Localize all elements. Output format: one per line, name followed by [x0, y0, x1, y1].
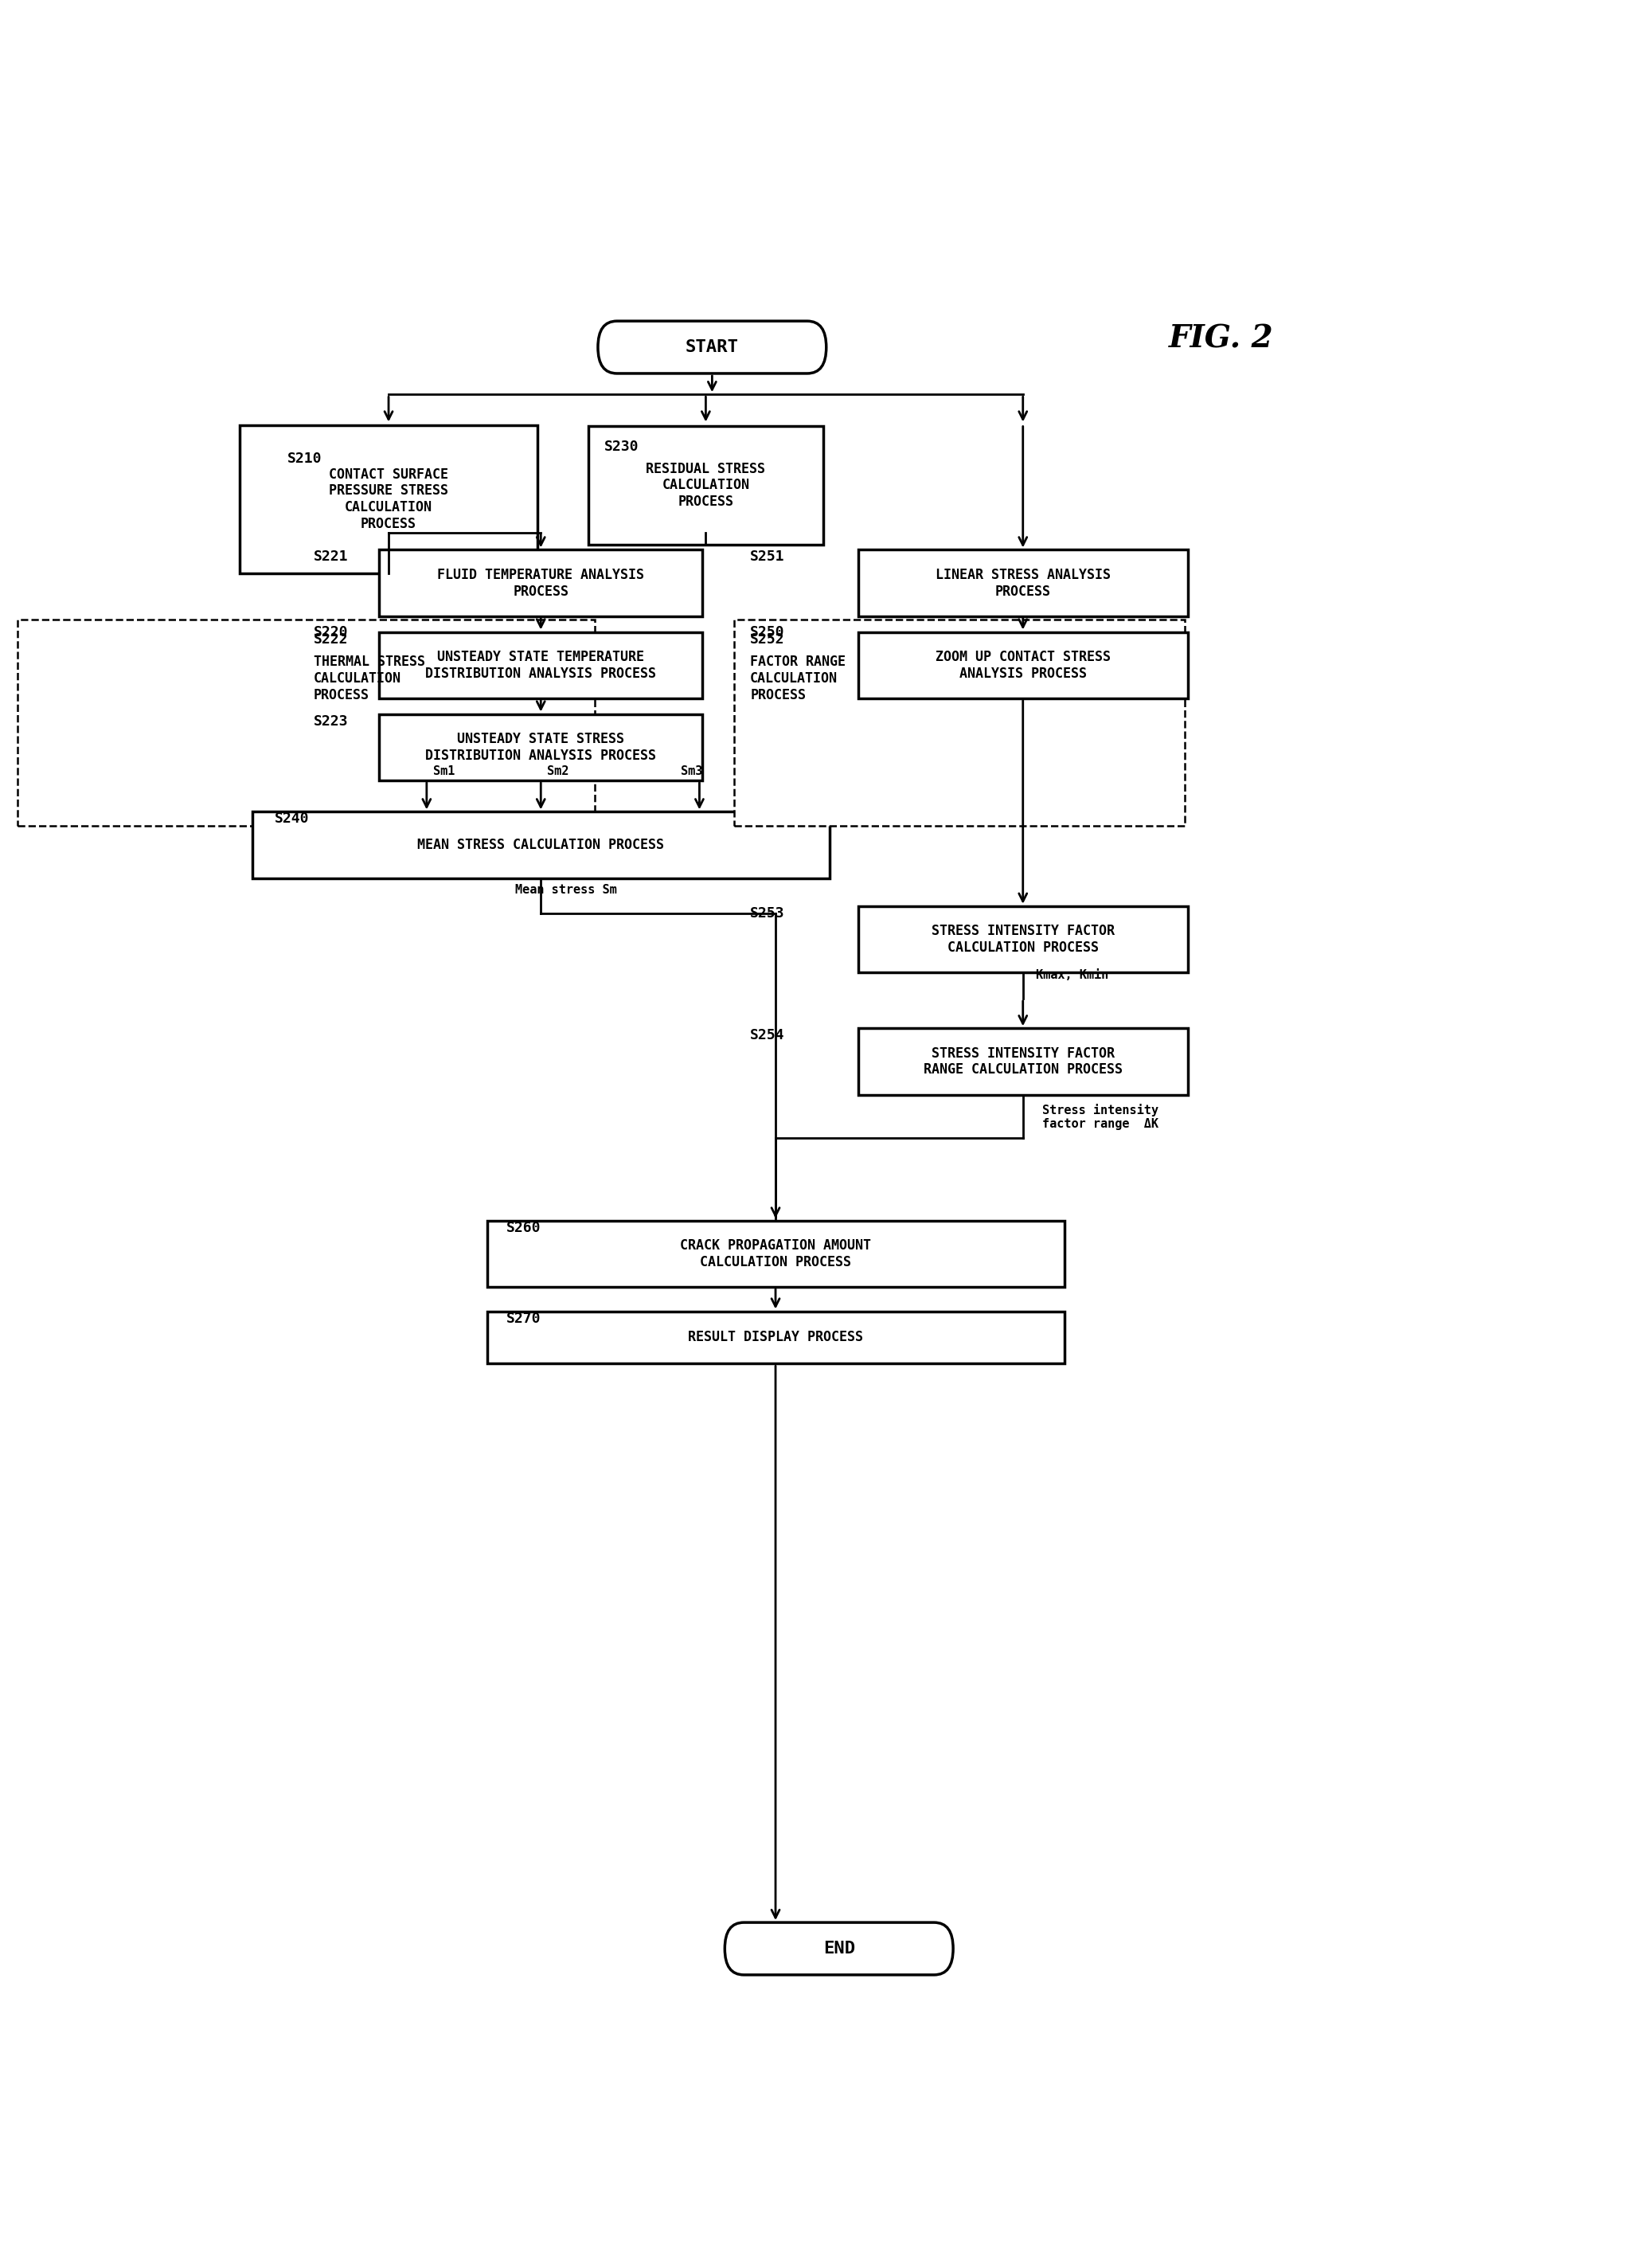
Text: Sm3: Sm3 — [681, 764, 702, 778]
Bar — [486, 1311, 1064, 1363]
Text: START: START — [686, 340, 738, 356]
Text: S253: S253 — [750, 907, 784, 921]
Text: S220: S220 — [314, 626, 349, 640]
Bar — [735, 619, 1185, 826]
Text: Sm2: Sm2 — [547, 764, 570, 778]
Text: Sm1: Sm1 — [432, 764, 455, 778]
Text: Mean stress Sm: Mean stress Sm — [516, 885, 617, 896]
Text: STRESS INTENSITY FACTOR
RANGE CALCULATION PROCESS: STRESS INTENSITY FACTOR RANGE CALCULATIO… — [923, 1046, 1123, 1077]
Text: S230: S230 — [604, 440, 638, 454]
Bar — [18, 619, 594, 826]
Text: FLUID TEMPERATURE ANALYSIS
PROCESS: FLUID TEMPERATURE ANALYSIS PROCESS — [437, 567, 645, 599]
Text: UNSTEADY STATE TEMPERATURE
DISTRIBUTION ANALYSIS PROCESS: UNSTEADY STATE TEMPERATURE DISTRIBUTION … — [426, 649, 656, 680]
Text: UNSTEADY STATE STRESS
DISTRIBUTION ANALYSIS PROCESS: UNSTEADY STATE STRESS DISTRIBUTION ANALY… — [426, 733, 656, 762]
Text: S222: S222 — [314, 633, 349, 646]
Text: S210: S210 — [286, 451, 322, 467]
Bar — [858, 1027, 1188, 1095]
Text: RESULT DISPLAY PROCESS: RESULT DISPLAY PROCESS — [688, 1331, 863, 1345]
Bar — [486, 1220, 1064, 1286]
Text: CONTACT SURFACE
PRESSURE STRESS
CALCULATION
PROCESS: CONTACT SURFACE PRESSURE STRESS CALCULAT… — [329, 467, 449, 531]
Bar — [380, 714, 702, 780]
Text: S240: S240 — [275, 812, 309, 826]
FancyBboxPatch shape — [725, 1923, 953, 1975]
Bar — [858, 907, 1188, 973]
Bar — [380, 549, 702, 617]
Bar — [858, 549, 1188, 617]
Text: S250: S250 — [750, 626, 784, 640]
Text: S260: S260 — [506, 1220, 542, 1234]
Text: ZOOM UP CONTACT STRESS
ANALYSIS PROCESS: ZOOM UP CONTACT STRESS ANALYSIS PROCESS — [935, 649, 1110, 680]
Text: S270: S270 — [506, 1311, 542, 1325]
Bar — [239, 424, 537, 574]
Text: THERMAL STRESS
CALCULATION
PROCESS: THERMAL STRESS CALCULATION PROCESS — [314, 655, 426, 703]
Text: S254: S254 — [750, 1027, 784, 1043]
Text: CRACK PROPAGATION AMOUNT
CALCULATION PROCESS: CRACK PROPAGATION AMOUNT CALCULATION PRO… — [679, 1238, 871, 1270]
FancyBboxPatch shape — [598, 322, 827, 374]
Text: Kmax, Kmin: Kmax, Kmin — [1036, 968, 1108, 982]
Text: STRESS INTENSITY FACTOR
CALCULATION PROCESS: STRESS INTENSITY FACTOR CALCULATION PROC… — [931, 923, 1115, 955]
Text: S252: S252 — [750, 633, 784, 646]
Bar — [380, 633, 702, 699]
Bar — [252, 812, 830, 878]
Text: FIG. 2: FIG. 2 — [1169, 324, 1274, 354]
Text: FACTOR RANGE
CALCULATION
PROCESS: FACTOR RANGE CALCULATION PROCESS — [750, 655, 846, 703]
Text: END: END — [823, 1941, 855, 1957]
Text: Stress intensity
factor range  ΔK: Stress intensity factor range ΔK — [1043, 1105, 1159, 1129]
Text: LINEAR STRESS ANALYSIS
PROCESS: LINEAR STRESS ANALYSIS PROCESS — [935, 567, 1110, 599]
Text: S223: S223 — [314, 714, 349, 728]
Bar — [858, 633, 1188, 699]
Text: S251: S251 — [750, 549, 784, 565]
Text: RESIDUAL STRESS
CALCULATION
PROCESS: RESIDUAL STRESS CALCULATION PROCESS — [647, 460, 766, 508]
Bar — [588, 426, 823, 544]
Text: MEAN STRESS CALCULATION PROCESS: MEAN STRESS CALCULATION PROCESS — [417, 837, 665, 853]
Text: S221: S221 — [314, 549, 349, 565]
